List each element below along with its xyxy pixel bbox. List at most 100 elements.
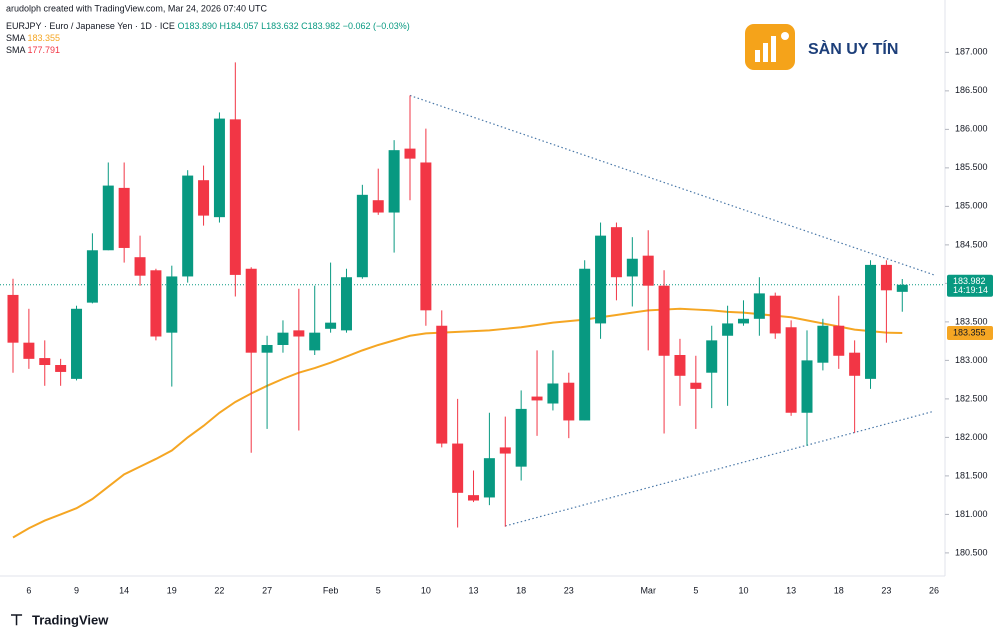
logo-bar	[755, 50, 760, 62]
x-tick-label: 14	[119, 585, 129, 595]
y-tick-label: 186.500	[955, 85, 988, 95]
y-tick-label: 181.500	[955, 470, 988, 480]
candle-body	[499, 447, 511, 454]
legend-value: 177.791	[28, 45, 61, 55]
legend: EURJPY · Euro / Japanese Yen · 1D · ICE …	[6, 21, 410, 31]
price-badge	[947, 274, 993, 297]
candle-body	[325, 322, 337, 329]
candle-body	[865, 264, 877, 379]
x-tick-label: Mar	[640, 585, 656, 595]
x-tick-label: 18	[834, 585, 844, 595]
candle-body	[547, 383, 559, 404]
candle-body	[7, 294, 19, 343]
candle-body	[642, 255, 654, 286]
candle-body	[277, 332, 289, 345]
candle-body	[388, 150, 400, 213]
x-tick-label: 6	[26, 585, 31, 595]
candle-body	[801, 360, 813, 413]
candle-body	[356, 194, 368, 278]
candle-body	[579, 268, 591, 421]
legend-item: L183.632	[261, 21, 299, 31]
candle-body	[785, 327, 797, 413]
candle-body	[722, 323, 734, 336]
candle-body	[39, 358, 51, 366]
sma-badge-value: 183.355	[953, 327, 986, 337]
candle-body	[118, 187, 130, 248]
candle-body	[849, 352, 861, 376]
y-tick-label: 183.500	[955, 316, 988, 326]
logo-bar	[771, 36, 776, 62]
candle-body	[531, 396, 543, 401]
legend-item: H184.057	[220, 21, 259, 31]
candle-body	[102, 185, 114, 251]
footer-logo: ⊤ TradingView	[10, 612, 109, 629]
candle-body	[483, 458, 495, 498]
candle-body	[436, 325, 448, 444]
tv-icon: ⊤	[10, 612, 23, 629]
candle-body	[563, 382, 575, 421]
candle-body	[309, 332, 321, 351]
y-tick-label: 187.000	[955, 47, 988, 57]
logo-dot	[781, 32, 789, 40]
candle-body	[23, 342, 35, 359]
x-tick-label: 10	[421, 585, 431, 595]
candle-body	[769, 295, 781, 334]
x-tick-label: 9	[74, 585, 79, 595]
candle-body	[404, 148, 416, 159]
candle-body	[340, 277, 352, 331]
x-tick-label: 18	[516, 585, 526, 595]
logo-badge	[745, 24, 795, 70]
logo-bar	[763, 43, 768, 62]
legend-item: −0.062 (−0.03%)	[343, 21, 410, 31]
y-tick-label: 180.500	[955, 547, 988, 557]
y-tick-label: 181.000	[955, 509, 988, 519]
candle-body	[182, 175, 194, 277]
y-tick-label: 186.000	[955, 124, 988, 134]
candle-body	[690, 382, 702, 389]
candle-body	[658, 285, 670, 356]
y-tick-label: 185.000	[955, 201, 988, 211]
countdown: 14:19:14	[953, 285, 988, 295]
legend-name: SMA	[6, 33, 26, 43]
candle-body	[880, 264, 892, 291]
y-tick-label: 185.500	[955, 162, 988, 172]
price-badge-value: 183.982	[953, 276, 986, 286]
trendline	[409, 94, 935, 276]
x-tick-label: 22	[214, 585, 224, 595]
candle-body	[229, 119, 241, 275]
y-tick-label: 182.500	[955, 393, 988, 403]
candle-body	[452, 443, 464, 493]
candle-body	[420, 162, 432, 311]
candle-body	[166, 276, 178, 333]
legend-item: O183.890	[177, 21, 217, 31]
candle-body	[134, 257, 146, 276]
x-tick-label: 19	[167, 585, 177, 595]
x-tick-label: 23	[881, 585, 891, 595]
candle-body	[896, 284, 908, 292]
x-tick-label: 23	[564, 585, 574, 595]
candle-body	[245, 268, 257, 353]
candle-body	[261, 344, 273, 353]
y-tick-label: 184.500	[955, 239, 988, 249]
x-tick-label: 26	[929, 585, 939, 595]
x-tick-label: 13	[469, 585, 479, 595]
legend-entry: SMA 177.791	[6, 45, 60, 55]
legend-name: SMA	[6, 45, 26, 55]
candle-body	[71, 308, 83, 379]
candle-body	[610, 227, 622, 278]
candle-body	[706, 340, 718, 373]
y-tick-label: 182.000	[955, 432, 988, 442]
x-tick-label: 27	[262, 585, 272, 595]
candle-body	[55, 365, 67, 372]
candle-body	[150, 270, 162, 337]
candle-body	[468, 495, 480, 501]
legend-value: 183.355	[28, 33, 61, 43]
candle-body	[515, 408, 527, 467]
candle-body	[198, 180, 210, 216]
brand: SÀN UY TÍN	[808, 39, 898, 58]
x-tick-label: 10	[738, 585, 748, 595]
legend-item: EURJPY · Euro / Japanese Yen · 1D · ICE	[6, 21, 175, 31]
x-tick-label: 13	[786, 585, 796, 595]
